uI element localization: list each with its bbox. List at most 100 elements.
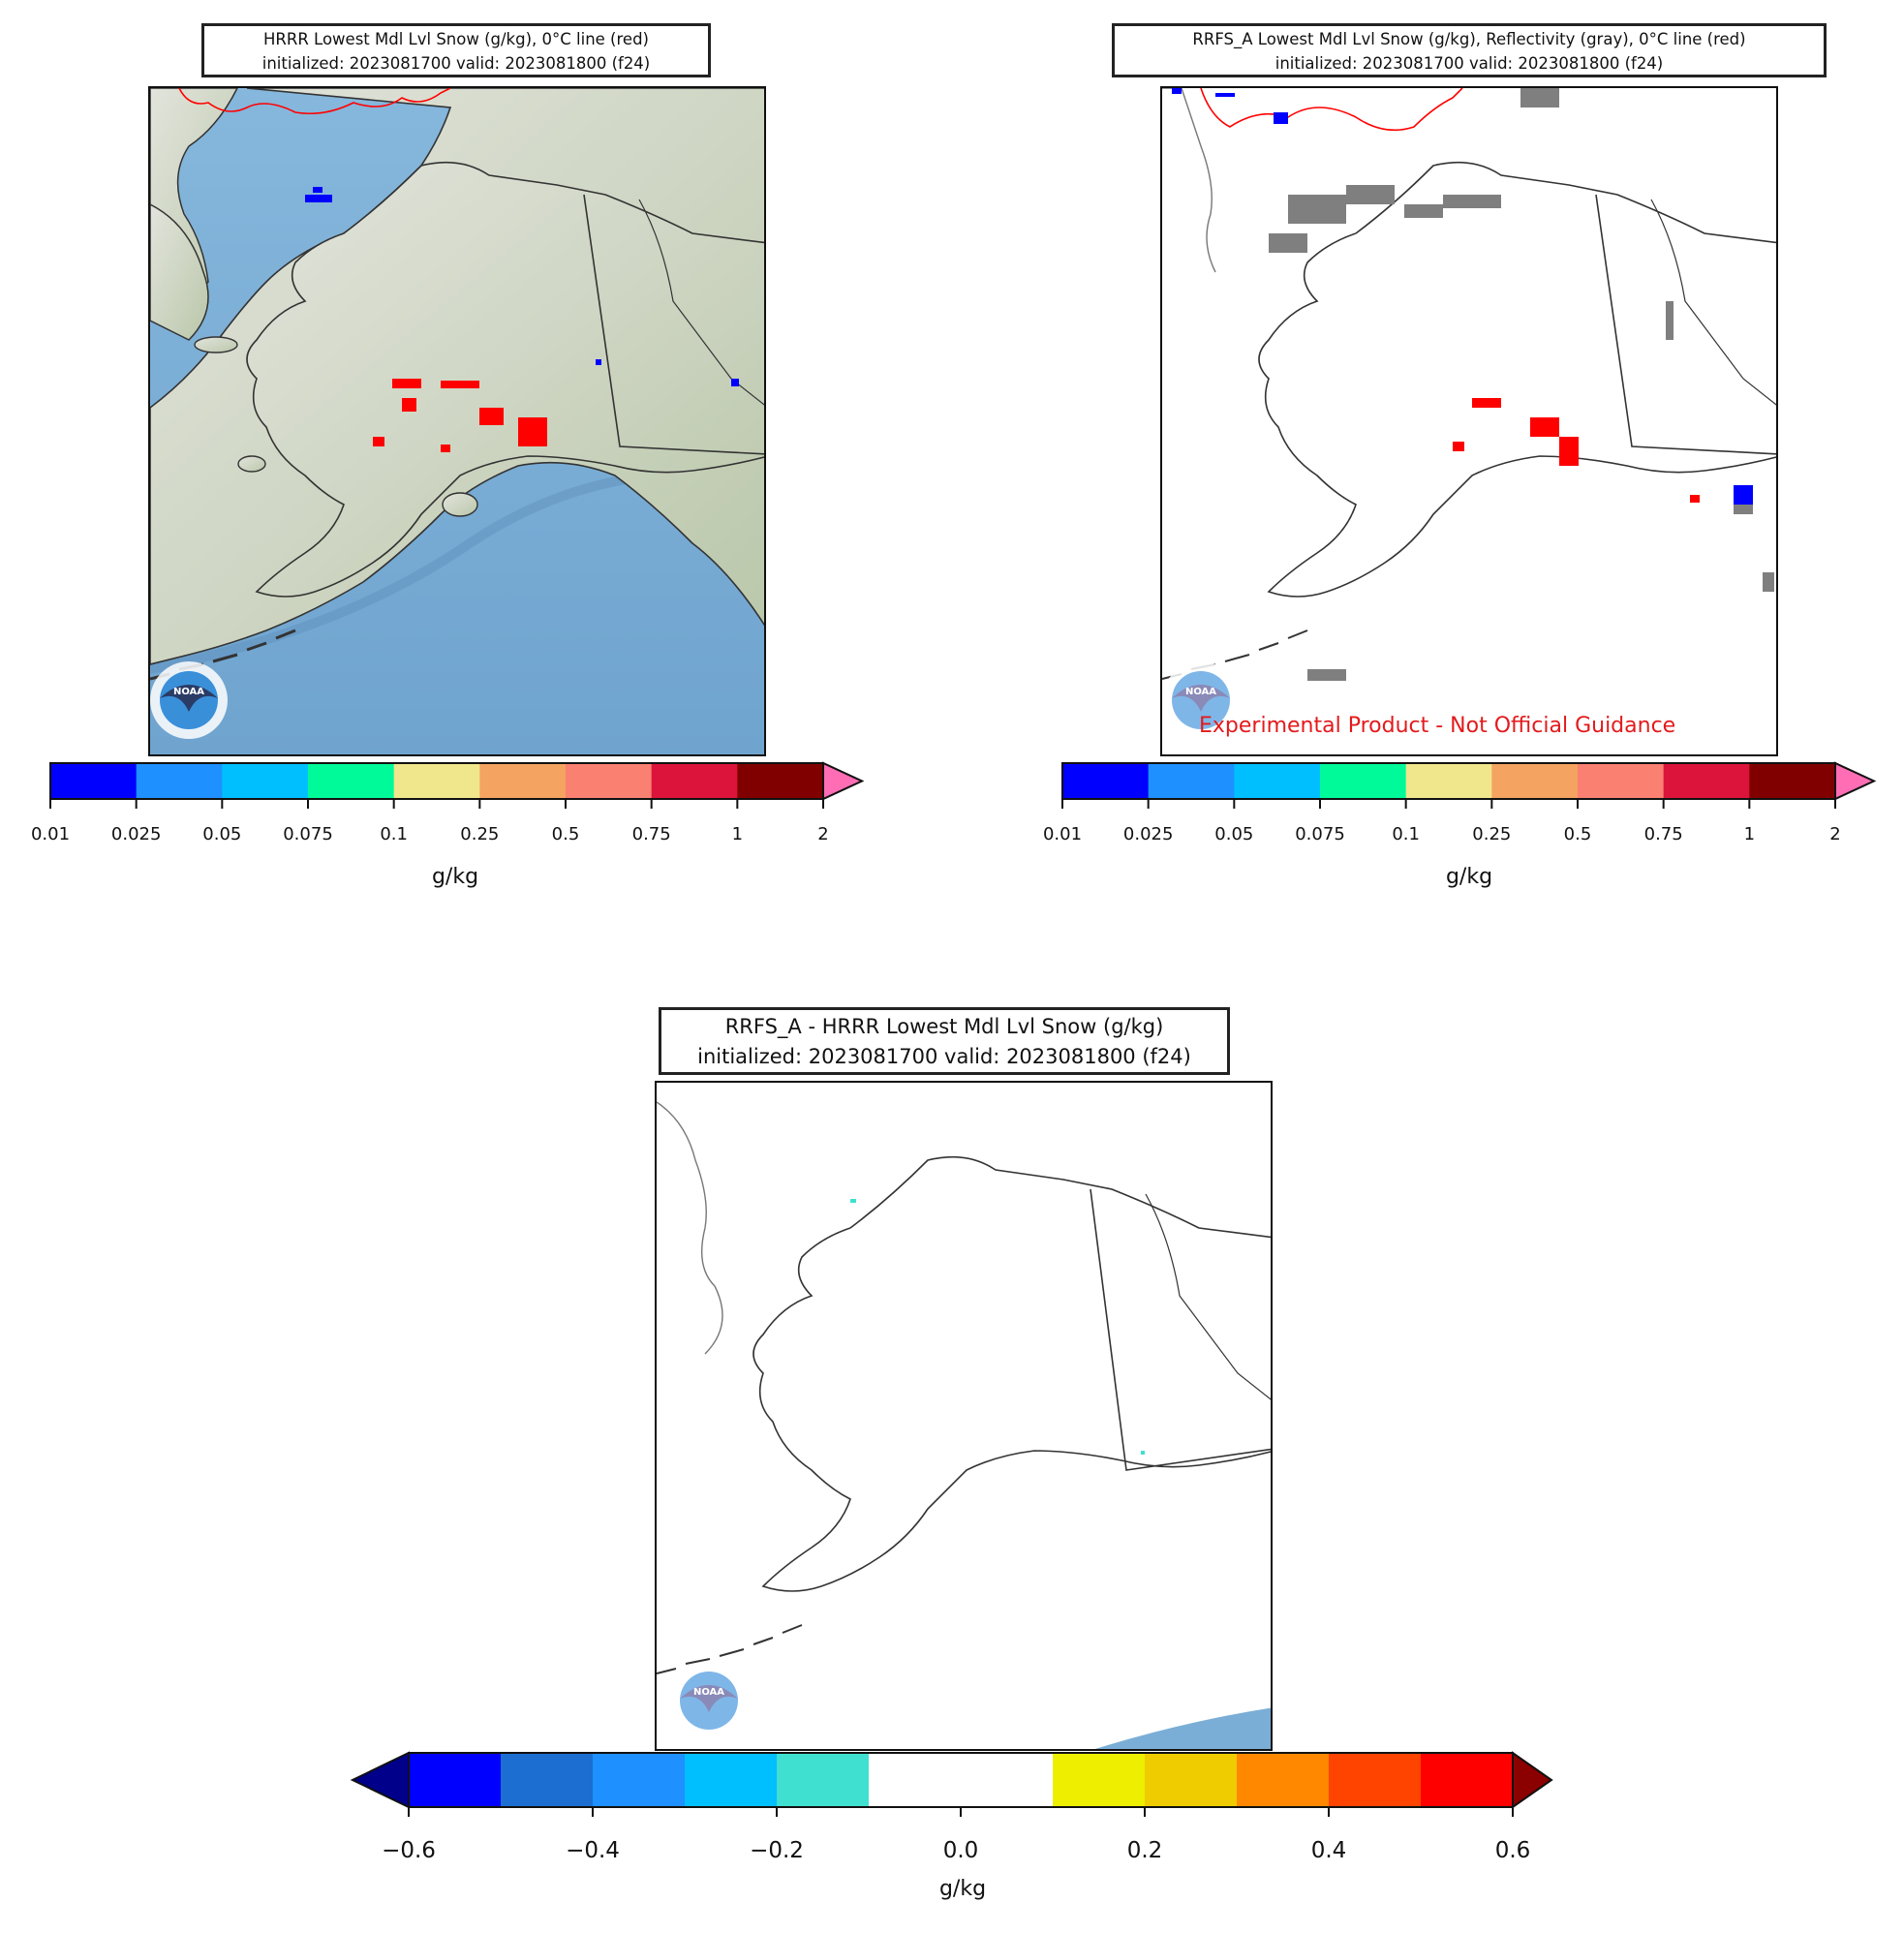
cbar-segment [136, 763, 223, 799]
cbar-tick-label: 0.025 [111, 824, 162, 844]
us-canada-border [1090, 1188, 1271, 1471]
cbar-tick-label: 1 [1744, 824, 1755, 844]
cbar-extend-max [1834, 761, 1877, 801]
panel-hrrr-colorbar-unit: g/kg [431, 865, 479, 889]
cbar-segment [1148, 763, 1235, 799]
cbar-segment [1663, 763, 1750, 799]
cbar-segment [1749, 763, 1836, 799]
kodiak-island [442, 492, 478, 517]
panel-rrfs-title-box: RRFS_A Lowest Mdl Lvl Snow (g/kg), Refle… [1112, 23, 1827, 77]
cbar-segment [479, 763, 567, 799]
noaa-logo-text: NOAA [1185, 687, 1216, 697]
panel-hrrr-colorbar: 0.01 0.025 0.05 0.075 0.1 0.25 0.5 0.75 1 2 [31, 761, 865, 844]
freezing-line-top [178, 88, 451, 115]
cbar-tick-label: 0.05 [202, 824, 241, 844]
cbar-segment [1421, 1753, 1514, 1807]
cbar-segment [501, 1753, 594, 1807]
cbar-segment [737, 763, 824, 799]
cbar-tick-label: 1 [732, 824, 743, 844]
cbar-tick-label: −0.2 [750, 1838, 804, 1863]
cbar-tick-label: 0.025 [1123, 824, 1174, 844]
cbar-tick-label: 0.1 [1392, 824, 1420, 844]
snow-patches-blue [1172, 88, 1753, 505]
us-canada-border [583, 194, 764, 455]
panel-hrrr-map: NOAA [148, 86, 766, 756]
cbar-segment [1062, 763, 1150, 799]
cbar-tick-label: 2 [1829, 824, 1840, 844]
cbar-segment [409, 1753, 502, 1807]
cbar-tick-label: 0.25 [460, 824, 499, 844]
aleutian-islands-outline [657, 1624, 803, 1674]
cbar-tick-label: 0.5 [1564, 824, 1592, 844]
siberia-coast [657, 1101, 723, 1355]
panel-diff-map: NOAA [655, 1081, 1273, 1751]
yukon-nwt-border [1650, 199, 1776, 406]
panel-diff-colorbar-unit: g/kg [938, 1877, 987, 1901]
cbar-segment [393, 763, 480, 799]
cbar-extend-max [822, 761, 865, 801]
cbar-tick-label: 0.01 [1043, 824, 1082, 844]
experimental-disclaimer: Experimental Product - Not Official Guid… [1199, 714, 1676, 738]
noaa-logo-text: NOAA [173, 687, 204, 697]
panel-diff-title: RRFS_A - HRRR Lowest Mdl Lvl Snow (g/kg) [724, 1015, 1164, 1038]
cbar-tick-label: 0.075 [1295, 824, 1345, 844]
cbar-tick-label: −0.4 [566, 1838, 620, 1863]
cbar-segment [961, 1753, 1054, 1807]
cbar-tick-label: 0.05 [1214, 824, 1253, 844]
cbar-tick-label: 0.0 [943, 1838, 979, 1863]
ocean-corner [1094, 1707, 1271, 1749]
cbar-tick-label: 0.6 [1495, 1838, 1531, 1863]
noaa-logo: NOAA [670, 1662, 748, 1739]
cbar-hrrr-segments [49, 761, 865, 801]
cbar-border [49, 762, 824, 800]
cbar-tick-label: 0.2 [1127, 1838, 1163, 1863]
cbar-segment [1237, 1753, 1330, 1807]
rrfs-map-canvas: NOAA [1162, 88, 1776, 739]
st-lawrence-island [194, 336, 238, 353]
cbar-segment [1234, 763, 1321, 799]
cbar-segment [1405, 763, 1492, 799]
cbar-segment [1320, 763, 1407, 799]
nunivak-island [237, 455, 266, 473]
panel-diff-title-box: RRFS_A - HRRR Lowest Mdl Lvl Snow (g/kg)… [659, 1007, 1230, 1075]
cbar-segment [651, 763, 738, 799]
cbar-segment [1491, 763, 1579, 799]
cbar-tick-label: 0.75 [1644, 824, 1683, 844]
cbar-diff-segments [350, 1751, 1553, 1809]
panel-rrfs-title: RRFS_A Lowest Mdl Lvl Snow (g/kg), Refle… [1192, 30, 1746, 48]
noaa-logo: NOAA [150, 661, 228, 739]
panel-hrrr-subtitle: initialized: 2023081700 valid: 202308180… [261, 54, 651, 73]
cbar-rrfs-ticks: 0.01 0.025 0.05 0.075 0.1 0.25 0.5 0.75 1 2 [1043, 799, 1841, 844]
reflectivity-patches [1269, 88, 1774, 681]
cbar-segment [308, 763, 395, 799]
freezing-line-top [1200, 88, 1463, 132]
cbar-diff-ticks: −0.6 −0.4 −0.2 0.0 0.2 0.4 0.6 [382, 1807, 1530, 1863]
siberia-coast [1162, 88, 1216, 273]
diff-map-canvas: NOAA [657, 1101, 1271, 1749]
cbar-segment [593, 1753, 686, 1807]
cbar-segment [566, 763, 653, 799]
panel-rrfs-subtitle: initialized: 2023081700 valid: 202308180… [1274, 54, 1664, 73]
panel-rrfs-colorbar-unit: g/kg [1445, 865, 1493, 889]
noaa-logo: NOAA [1162, 661, 1240, 739]
cbar-tick-label: 2 [817, 824, 828, 844]
aleutian-trench [150, 471, 655, 674]
panel-hrrr-title-box: HRRR Lowest Mdl Lvl Snow (g/kg), 0°C lin… [201, 23, 711, 77]
cbar-segment [1145, 1753, 1238, 1807]
cbar-tick-label: 0.4 [1311, 1838, 1347, 1863]
cbar-segment [50, 763, 138, 799]
alaska-mainland [246, 161, 764, 598]
noaa-logo-text: NOAA [693, 1687, 724, 1698]
hrrr-map-canvas: NOAA [150, 88, 764, 754]
cbar-segment [222, 763, 309, 799]
cbar-extend-min [350, 1751, 410, 1809]
cbar-tick-label: 0.1 [380, 824, 408, 844]
snow-patches-blue [305, 187, 739, 386]
cbar-tick-label: 0.25 [1472, 824, 1511, 844]
panel-rrfs-map: NOAA Experimental Product - Not Official… [1160, 86, 1778, 756]
panel-diff-colorbar: −0.6 −0.4 −0.2 0.0 0.2 0.4 0.6 [350, 1751, 1553, 1863]
cbar-hrrr-ticks: 0.01 0.025 0.05 0.075 0.1 0.25 0.5 0.75 1 2 [31, 799, 829, 844]
cbar-extend-max [1512, 1751, 1553, 1809]
cbar-rrfs-segments [1061, 761, 1877, 801]
cbar-tick-label: 0.5 [552, 824, 580, 844]
